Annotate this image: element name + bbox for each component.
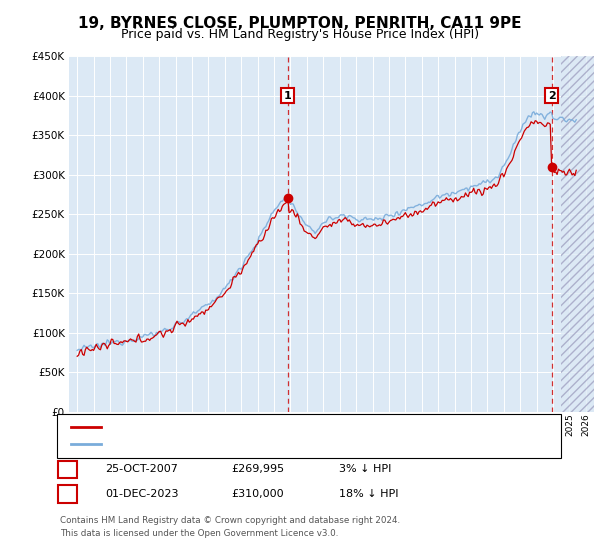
- Text: Price paid vs. HM Land Registry's House Price Index (HPI): Price paid vs. HM Land Registry's House …: [121, 28, 479, 41]
- Text: 19, BYRNES CLOSE, PLUMPTON, PENRITH, CA11 9PE: 19, BYRNES CLOSE, PLUMPTON, PENRITH, CA1…: [78, 16, 522, 31]
- Bar: [561, 56, 594, 412]
- Text: HPI: Average price, detached house, Westmorland and Furness: HPI: Average price, detached house, West…: [107, 439, 421, 449]
- Text: 01-DEC-2023: 01-DEC-2023: [105, 489, 179, 499]
- Text: 3% ↓ HPI: 3% ↓ HPI: [339, 464, 391, 474]
- Text: £269,995: £269,995: [231, 464, 284, 474]
- Text: 19, BYRNES CLOSE, PLUMPTON, PENRITH, CA11 9PE (detached house): 19, BYRNES CLOSE, PLUMPTON, PENRITH, CA1…: [107, 422, 455, 432]
- Text: £310,000: £310,000: [231, 489, 284, 499]
- Text: 1: 1: [64, 464, 71, 474]
- Text: 25-OCT-2007: 25-OCT-2007: [105, 464, 178, 474]
- Text: 2: 2: [548, 91, 556, 100]
- Text: This data is licensed under the Open Government Licence v3.0.: This data is licensed under the Open Gov…: [60, 529, 338, 538]
- Text: 2: 2: [64, 489, 71, 499]
- Text: 18% ↓ HPI: 18% ↓ HPI: [339, 489, 398, 499]
- Text: 1: 1: [284, 91, 292, 100]
- Text: Contains HM Land Registry data © Crown copyright and database right 2024.: Contains HM Land Registry data © Crown c…: [60, 516, 400, 525]
